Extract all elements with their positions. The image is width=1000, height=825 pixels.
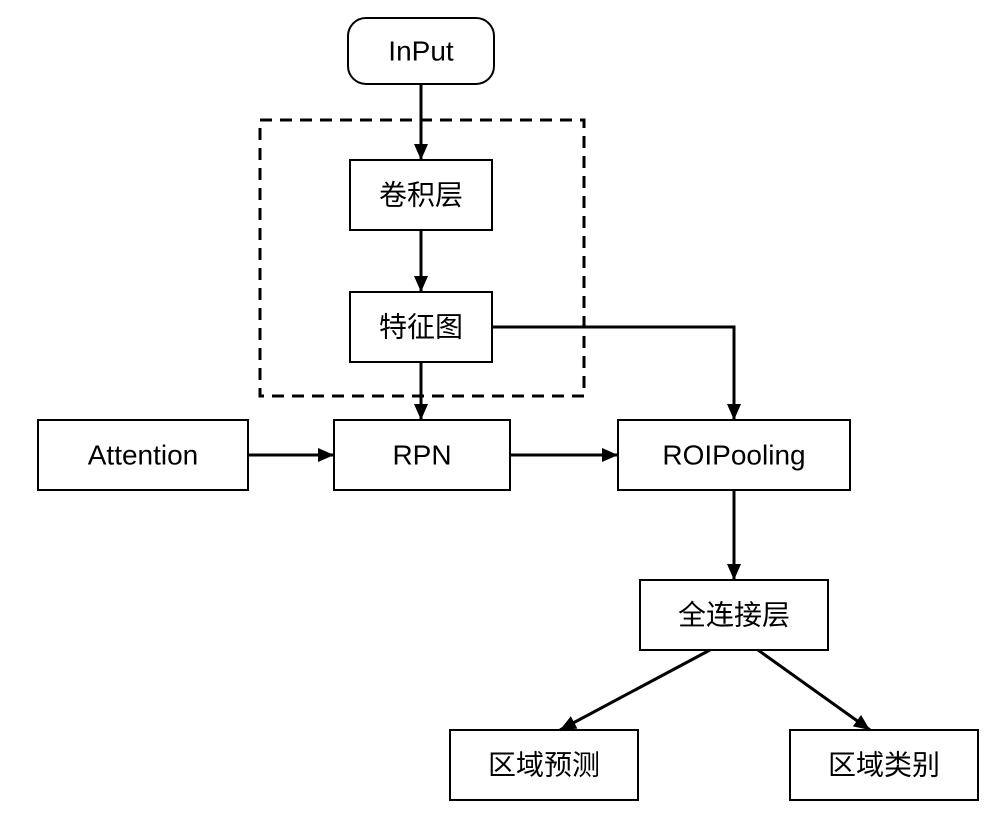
edge-arrowhead <box>414 404 428 420</box>
edge-line <box>758 650 870 730</box>
node-attention-label: Attention <box>88 440 199 471</box>
edge-attention-rpn <box>248 448 334 462</box>
node-featmap: 特征图 <box>350 292 492 362</box>
node-featmap-label: 特征图 <box>379 312 463 343</box>
edge-arrowhead <box>414 276 428 292</box>
node-roipool: ROIPooling <box>618 420 850 490</box>
edge-input-conv <box>414 84 428 160</box>
edge-roipool-fc <box>727 490 741 580</box>
edge-arrowhead <box>414 144 428 160</box>
node-regionpred: 区域预测 <box>450 730 638 800</box>
node-regioncls-label: 区域类别 <box>828 750 940 781</box>
node-fc-label: 全连接层 <box>678 600 790 631</box>
edge-conv-featmap <box>414 230 428 292</box>
node-fc: 全连接层 <box>640 580 828 650</box>
edge-line <box>492 327 734 420</box>
edge-rpn-roipool <box>510 448 618 462</box>
edge-fc-regionpred <box>560 650 710 730</box>
node-conv: 卷积层 <box>350 160 492 230</box>
node-rpn-label: RPN <box>392 440 451 471</box>
node-input: InPut <box>348 18 494 84</box>
edge-featmap-rpn <box>414 362 428 420</box>
edge-line <box>560 650 710 730</box>
node-rpn: RPN <box>334 420 510 490</box>
node-regionpred-label: 区域预测 <box>488 750 600 781</box>
edge-fc-regioncls <box>758 650 870 730</box>
edge-arrowhead <box>853 715 870 730</box>
edge-featmap-roipool <box>492 327 741 420</box>
node-conv-label: 卷积层 <box>379 180 463 211</box>
node-attention: Attention <box>38 420 248 490</box>
flowchart-canvas: InPut 卷积层特征图 Attention RPN ROIPooling 全连接层区域预… <box>0 0 1000 825</box>
node-input-label: InPut <box>388 36 454 67</box>
edge-arrowhead <box>727 564 741 580</box>
node-roipool-label: ROIPooling <box>662 440 805 471</box>
edge-arrowhead <box>602 448 618 462</box>
edge-arrowhead <box>727 404 741 420</box>
node-regioncls: 区域类别 <box>790 730 978 800</box>
edge-arrowhead <box>318 448 334 462</box>
